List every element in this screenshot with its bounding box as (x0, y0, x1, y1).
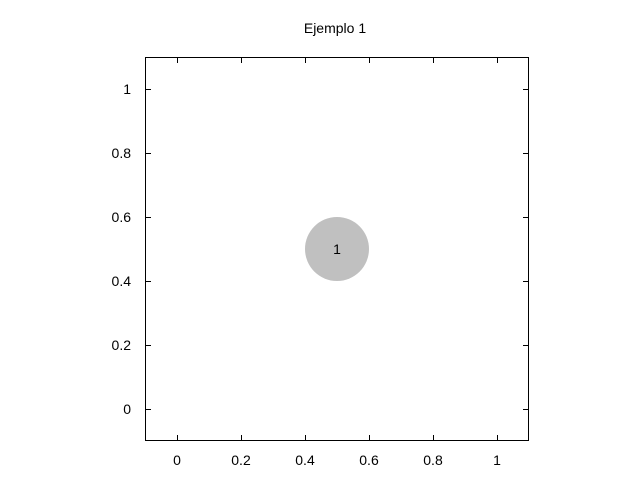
x-tick-label-1: 0.2 (231, 452, 251, 468)
x-tick-label-2: 0.4 (295, 452, 315, 468)
y-tick-label-1: 0.2 (112, 337, 132, 353)
x-tick-label-5: 1 (493, 452, 501, 468)
x-tick-label-0: 0 (173, 452, 181, 468)
chart-title: Ejemplo 1 (304, 20, 366, 36)
plot-frame (145, 57, 529, 441)
x-tick-label-3: 0.6 (359, 452, 379, 468)
data-point-1 (305, 217, 369, 281)
y-tick-label-4: 0.8 (112, 145, 132, 161)
y-tick-label-3: 0.6 (112, 209, 132, 225)
y-tick-label-0: 0 (123, 401, 131, 417)
y-tick-label-5: 1 (123, 81, 131, 97)
plot-area: 1 0 0.2 0.4 0.6 0.8 1 0 0.2 0.4 0.6 0.8 1 (112, 57, 529, 468)
x-tick-label-4: 0.8 (423, 452, 443, 468)
data-point-label-1: 1 (333, 241, 341, 257)
y-tick-label-2: 0.4 (112, 273, 132, 289)
